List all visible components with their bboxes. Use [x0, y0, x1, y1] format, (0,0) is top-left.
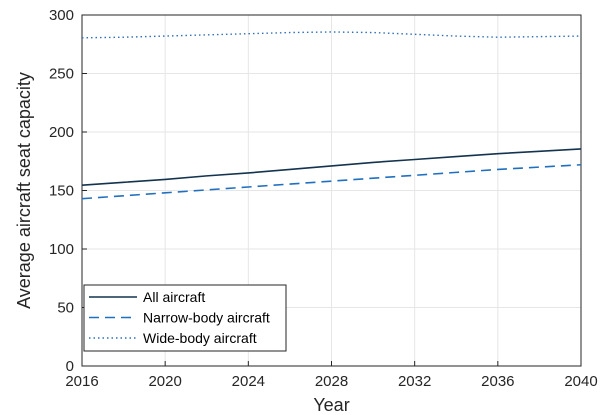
legend-label-all-aircraft: All aircraft	[143, 289, 205, 305]
x-tick-label: 2040	[564, 373, 597, 390]
legend-label-narrow-body: Narrow-body aircraft	[143, 310, 270, 326]
legend-box	[83, 284, 287, 352]
x-tick-label: 2032	[398, 373, 431, 390]
x-tick-label: 2036	[481, 373, 514, 390]
x-axis-label: Year	[313, 395, 349, 415]
y-axis-label: Average aircraft seat capacity	[14, 72, 34, 309]
x-tick-label: 2016	[65, 373, 98, 390]
legend-label-wide-body: Wide-body aircraft	[143, 330, 257, 346]
legend: All aircraft Narrow-body aircraft Wide-b…	[83, 284, 287, 352]
x-tick-label: 2020	[148, 373, 181, 390]
axis-ticks: 0 50 100 150 200 250 300 2016 2020 2024 2028 2032 20…	[49, 7, 598, 390]
x-tick-label: 2028	[315, 373, 348, 390]
series-lines	[81, 31, 582, 200]
series-line-0	[81, 148, 582, 187]
y-tick-label: 150	[49, 183, 74, 200]
x-tick-label: 2024	[232, 373, 265, 390]
y-tick-label: 100	[49, 241, 74, 258]
series-line-1	[81, 163, 582, 200]
y-tick-label: 200	[49, 124, 74, 141]
y-tick-label: 250	[49, 66, 74, 83]
y-tick-label: 300	[49, 7, 74, 24]
y-tick-label: 0	[66, 358, 74, 375]
y-tick-label: 50	[57, 300, 74, 317]
